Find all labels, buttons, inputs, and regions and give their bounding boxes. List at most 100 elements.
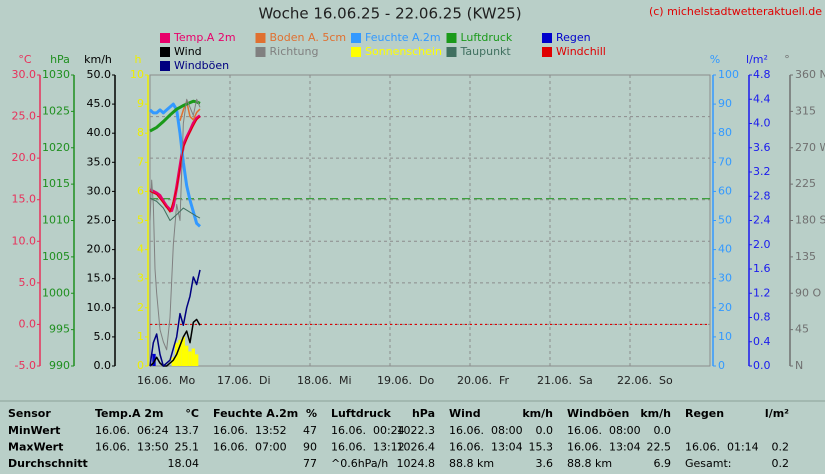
y-tick-label: 6: [137, 184, 144, 197]
table-header: hPa: [412, 407, 435, 420]
table-cell: 3.6: [536, 457, 554, 470]
row-label: MinWert: [8, 424, 60, 437]
bar: [181, 336, 185, 366]
table-cell: 88.8 km: [449, 457, 494, 470]
y-tick-label: 0.0: [94, 359, 112, 372]
y-tick-label: 15.0: [87, 272, 112, 285]
table-header: %: [306, 407, 317, 420]
y-tick-label: 25.0: [87, 214, 112, 227]
y-tick-label: 80: [718, 126, 732, 139]
table-cell: 16.06. 01:14: [685, 441, 759, 454]
axis-title: °: [784, 53, 790, 66]
y-tick-label: 0.8: [753, 311, 771, 324]
series-line: [149, 99, 201, 133]
y-tick-label: 4.8: [753, 68, 771, 81]
y-tick-label: 2.8: [753, 189, 771, 202]
x-tick-label: 21.06. Sa: [537, 374, 593, 387]
legend-label: Wind: [174, 45, 202, 58]
series-line: [149, 116, 201, 213]
table-cell: 0.0: [536, 424, 554, 437]
legend-swatch: [542, 47, 552, 57]
y-tick-label: 315: [795, 104, 816, 117]
y-tick-label: 990: [49, 359, 70, 372]
y-tick-label: 40.0: [87, 126, 112, 139]
y-tick-label: 135: [795, 250, 816, 263]
bar: [188, 351, 192, 366]
y-tick-label: 10.0: [87, 301, 112, 314]
legend-swatch: [160, 33, 170, 43]
table-header: Wind: [449, 407, 481, 420]
y-tick-label: 225: [795, 177, 816, 190]
y-tick-label: 30.0: [12, 68, 37, 81]
table-cell: 0.2: [772, 457, 790, 470]
table-cell: 16.06. 13:12: [331, 441, 405, 454]
legend-swatch: [446, 33, 457, 43]
table-cell: 22.5: [647, 441, 672, 454]
y-tick-label: -5.0: [15, 359, 36, 372]
legend-swatch: [160, 61, 170, 71]
legend-label: Temp.A 2m: [173, 31, 236, 44]
legend-swatch: [542, 33, 552, 43]
table-header: Temp.A 2m: [95, 407, 163, 420]
axis-title: hPa: [50, 53, 70, 66]
table-cell: 16.06. 00:24: [331, 424, 405, 437]
row-label: Durchschnitt: [8, 457, 88, 470]
y-tick-label: 20.0: [87, 243, 112, 256]
y-tick-label: 5: [137, 214, 144, 227]
x-tick-label: 16.06. Mo: [137, 374, 195, 387]
y-tick-label: 10.0: [12, 234, 37, 247]
table-cell: 88.8 km: [567, 457, 612, 470]
legend-swatch: [351, 47, 361, 57]
table-cell: 16.06. 08:00: [567, 424, 641, 437]
bar: [152, 353, 156, 366]
y-tick-label: 1010: [42, 214, 70, 227]
table-header: °C: [185, 407, 199, 420]
y-tick-label: 9: [137, 97, 144, 110]
table-cell: 1022.3: [397, 424, 436, 437]
table-cell: 6.9: [654, 457, 672, 470]
y-tick-label: 360 N: [795, 68, 825, 81]
table-cell: 15.3: [529, 441, 554, 454]
y-tick-label: 1.6: [753, 262, 771, 275]
y-tick-label: 10: [130, 68, 144, 81]
y-tick-label: 0.4: [753, 335, 771, 348]
y-tick-label: 35.0: [87, 155, 112, 168]
table-header: l/m²: [765, 407, 789, 420]
y-tick-label: 45.0: [87, 97, 112, 110]
y-tick-label: 7: [137, 155, 144, 168]
table-cell: 25.1: [175, 441, 200, 454]
axis-title: %: [710, 53, 720, 66]
y-tick-label: 10: [718, 330, 732, 343]
y-tick-label: 1030: [42, 68, 70, 81]
table-cell: 1026.4: [397, 441, 436, 454]
y-tick-label: 4.0: [753, 117, 771, 130]
y-tick-label: 20.0: [12, 151, 37, 164]
table-cell: 16.06. 13:04: [567, 441, 641, 454]
y-tick-label: 1000: [42, 286, 70, 299]
series-line: [149, 318, 201, 367]
bar: [191, 348, 195, 366]
y-tick-label: 60: [718, 184, 732, 197]
y-tick-label: 180 S: [795, 214, 825, 227]
series-line: [179, 100, 201, 121]
axis-title: °C: [18, 53, 32, 66]
table-header: km/h: [640, 407, 671, 420]
y-tick-label: 20: [718, 301, 732, 314]
legend-label: Luftdruck: [461, 31, 513, 44]
table-cell: 77: [303, 457, 317, 470]
y-tick-label: 1: [137, 330, 144, 343]
y-tick-label: 270 W: [795, 141, 825, 154]
y-tick-label: 2.4: [753, 214, 771, 227]
table-cell: 1024.8: [397, 457, 436, 470]
table-header: Sensor: [8, 407, 51, 420]
series-line: [149, 98, 201, 351]
y-tick-label: 0.0: [19, 317, 37, 330]
series-line: [149, 269, 201, 367]
y-tick-label: 15.0: [12, 193, 37, 206]
table-cell: Gesamt:: [685, 457, 732, 470]
y-tick-label: 70: [718, 155, 732, 168]
legend-label: Taupunkt: [460, 45, 512, 58]
y-tick-label: 45: [795, 323, 809, 336]
legend-label: Windböen: [174, 59, 229, 72]
